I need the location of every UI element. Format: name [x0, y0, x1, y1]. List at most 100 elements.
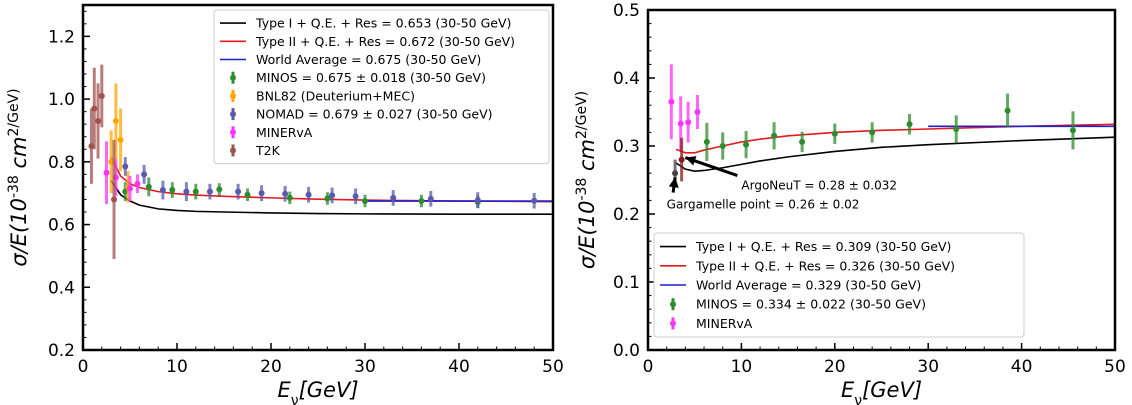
data-point: [91, 105, 98, 112]
y-tick-label: 0.2: [613, 205, 640, 225]
legend-box: [213, 9, 550, 165]
x-tick-label: 30: [917, 357, 939, 377]
data-point: [390, 194, 397, 201]
data-point: [324, 195, 331, 202]
legend-marker-swatch: [230, 92, 236, 99]
y-axis-label: σ/E(10-38 cm2/GeV): [6, 88, 31, 266]
data-point: [258, 190, 265, 197]
y-tick-label: 0.6: [48, 216, 75, 236]
x-tick-label: 0: [643, 357, 654, 377]
data-point: [244, 191, 251, 198]
data-point: [719, 143, 726, 149]
data-point: [531, 197, 538, 204]
x-tick-label: 40: [1011, 357, 1033, 377]
legend-marker-swatch: [230, 111, 236, 118]
x-tick-label: 40: [448, 357, 470, 377]
legend-marker-swatch: [670, 320, 676, 327]
data-point: [117, 136, 124, 143]
x-tick-label: 10: [731, 357, 753, 377]
data-point: [127, 185, 133, 192]
data-point: [122, 163, 129, 170]
data-point: [235, 188, 242, 195]
x-tick-label: 20: [824, 357, 846, 377]
annotation-label: Gargamelle point = 0.26 ± 0.02: [667, 198, 860, 212]
data-point: [305, 191, 312, 198]
y-tick-label: 0.2: [48, 341, 75, 361]
data-point: [192, 188, 199, 195]
legend-entry: T2K: [255, 143, 281, 158]
legend-entry: Type I + Q.E. + Res = 0.309 (30-50 GeV): [695, 239, 951, 254]
x-tick-label: 10: [166, 357, 188, 377]
data-point: [362, 198, 368, 205]
x-tick-label: 50: [542, 357, 564, 377]
x-axis-label: Eν[GeV]: [277, 378, 358, 405]
legend-marker-swatch: [230, 74, 236, 81]
data-point: [1069, 127, 1076, 134]
x-tick-label: 20: [260, 357, 282, 377]
legend-box: [653, 232, 1025, 338]
legend-entry: Type I + Q.E. + Res = 0.653 (30-50 GeV): [255, 16, 511, 31]
y-tick-label: 1.0: [48, 90, 75, 110]
y-tick-label: 0.1: [613, 273, 640, 293]
annotation-label: ArgoNeuT = 0.28 ± 0.032: [741, 179, 897, 193]
plot-frame: [646, 8, 1117, 352]
legend-entry: BNL82 (Deuterium+MEC): [256, 88, 415, 103]
x-tick-label: 50: [1104, 357, 1126, 377]
data-point: [743, 141, 750, 148]
data-point: [169, 187, 176, 194]
annotation-arrowhead: [685, 156, 697, 166]
data-point: [98, 92, 105, 99]
y-tick-label: 0.8: [48, 153, 75, 173]
legend-entry: MINOS = 0.675 ± 0.018 (30-50 GeV): [256, 70, 486, 85]
series-line: [675, 123, 1116, 154]
legend-entry: MINOS = 0.334 ± 0.022 (30-50 GeV): [696, 297, 926, 312]
data-point: [159, 187, 166, 194]
y-axis-label: σ/E(10-38 cm2/GeV): [574, 91, 599, 269]
y-tick-label: 0.3: [613, 137, 640, 157]
plot-frame: [81, 3, 555, 352]
data-point: [1004, 107, 1011, 114]
y-tick-label: 0.5: [613, 1, 640, 21]
data-point: [352, 193, 359, 200]
series-line: [675, 136, 1116, 172]
data-point: [668, 98, 675, 105]
legend-marker-swatch: [670, 301, 676, 308]
annotation-arrowhead: [668, 177, 679, 188]
data-point: [145, 183, 152, 190]
data-point: [799, 138, 806, 145]
x-tick-label: 0: [78, 357, 89, 377]
data-point: [329, 192, 336, 199]
data-point: [694, 109, 701, 115]
y-tick-label: 0.4: [613, 69, 640, 89]
data-point: [474, 197, 481, 204]
data-point: [134, 180, 141, 187]
data-point: [771, 132, 778, 139]
data-point: [685, 119, 692, 126]
legend-marker-swatch: [230, 147, 236, 154]
legend-entry: MINERvA: [696, 316, 753, 331]
legend-entry: World Average = 0.329 (30-50 GeV): [696, 278, 921, 293]
data-point: [703, 138, 710, 145]
legend-entry: Type II + Q.E. + Res = 0.672 (30-50 GeV): [255, 34, 515, 49]
chart-1: 0 10 20 30 40 50 0.2 0.4 0.6 0.8 1.0 1.2 Eν[GeV] σ/E(…: [6, 3, 564, 405]
data-point: [418, 198, 425, 205]
legend-marker-swatch: [230, 129, 236, 136]
y-tick-label: 0.4: [48, 278, 75, 298]
y-tick-label: 1.2: [48, 27, 75, 47]
legend-entry: NOMAD = 0.679 ± 0.027 (30-50 GeV): [256, 107, 493, 122]
data-point: [831, 130, 838, 137]
data-point: [112, 118, 119, 125]
data-point: [906, 121, 913, 128]
data-point: [427, 195, 434, 202]
legend-entry: World Average = 0.675 (30-50 GeV): [256, 52, 481, 67]
data-point: [286, 194, 293, 201]
data-point: [953, 126, 960, 132]
legend-entry: Type II + Q.E. + Res = 0.326 (30-50 GeV): [695, 258, 955, 273]
data-point: [282, 190, 289, 197]
data-point: [678, 156, 685, 163]
data-point: [141, 171, 148, 178]
chart-2: 0 10 20 30 40 50 0.0 0.1 0.2 0.3 0.4 0.5 ArgoNeuT = …: [574, 1, 1126, 405]
y-tick-label: 0.0: [613, 341, 640, 361]
data-point: [672, 170, 679, 177]
